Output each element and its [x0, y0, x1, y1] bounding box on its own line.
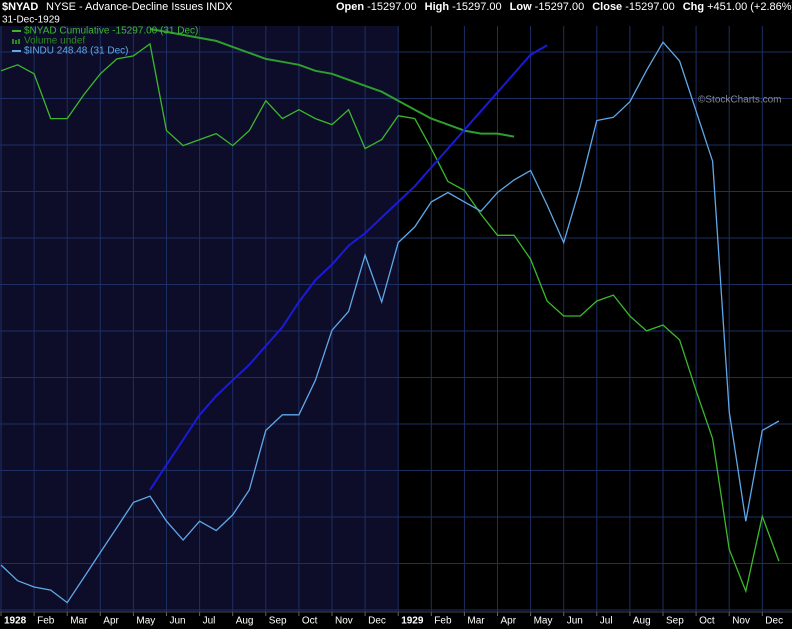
x-tick-label: May	[136, 616, 155, 627]
quote-label: Low	[510, 1, 532, 13]
x-tick-label: Aug	[633, 616, 651, 627]
legend-label: $NYAD Cumulative -15297.00 (31 Dec)	[24, 26, 198, 37]
quote: Open -15297.00 High -15297.00 Low -15297.00 Cl…	[336, 1, 792, 13]
x-tick-label: Sep	[269, 616, 287, 627]
x-tick-label: Aug	[236, 616, 254, 627]
x-tick-label: Apr	[501, 616, 517, 627]
x-tick-label: Jun	[567, 616, 583, 627]
x-tick-label: Jun	[170, 616, 186, 627]
quote-value: +451.00 (+2.86%)	[707, 1, 792, 13]
header: $NYAD NYSE - Advance-Decline Issues INDX…	[2, 1, 782, 106]
quote-value: -15297.00	[452, 1, 502, 13]
legend-label: Volume undef	[24, 36, 85, 47]
series-line	[149, 28, 515, 138]
x-tick-label: Sep	[666, 616, 684, 627]
x-tick-label: Oct	[699, 616, 715, 627]
legend: $NYAD Cumulative -15297.00 (31 Dec)Volum…	[12, 26, 198, 57]
legend-swatch	[18, 39, 20, 44]
x-tick-label: Feb	[37, 616, 55, 627]
quote-value: -15297.00	[625, 1, 675, 13]
symbol: $NYAD	[2, 1, 38, 13]
x-tick-label: Jul	[600, 616, 613, 627]
series-line	[0, 41, 780, 604]
plot-area	[0, 26, 792, 612]
quote-label: Close	[592, 1, 622, 13]
x-tick-label: Apr	[103, 616, 119, 627]
quote-value: -15297.00	[367, 1, 417, 13]
date: 31-Dec-1929	[2, 15, 60, 26]
x-tick-label: Feb	[434, 616, 452, 627]
quote-label: Open	[336, 1, 364, 13]
series-line	[0, 42, 780, 594]
series-line	[149, 44, 548, 491]
x-tick-label: Nov	[732, 616, 750, 627]
x-tick-label: Oct	[302, 616, 318, 627]
x-tick-label: Nov	[335, 616, 353, 627]
legend-swatch	[12, 39, 14, 44]
x-tick-label: Jul	[203, 616, 216, 627]
x-tick-label: 1928	[4, 616, 27, 627]
quote-label: Chg	[683, 1, 704, 13]
quote-value: -15297.00	[535, 1, 585, 13]
watermark: ©StockCharts.com	[698, 95, 782, 106]
x-tick-label: Dec	[765, 616, 783, 627]
legend-swatch	[15, 40, 17, 44]
x-tick-label: Dec	[368, 616, 386, 627]
legend-label: $INDU 248.48 (31 Dec)	[24, 46, 129, 57]
quote-label: High	[425, 1, 450, 13]
x-tick-label: May	[534, 616, 553, 627]
x-tick-label: Mar	[467, 616, 485, 627]
x-tick-label: Mar	[70, 616, 88, 627]
x-tick-label: 1929	[401, 616, 424, 627]
description: NYSE - Advance-Decline Issues INDX	[46, 1, 233, 13]
